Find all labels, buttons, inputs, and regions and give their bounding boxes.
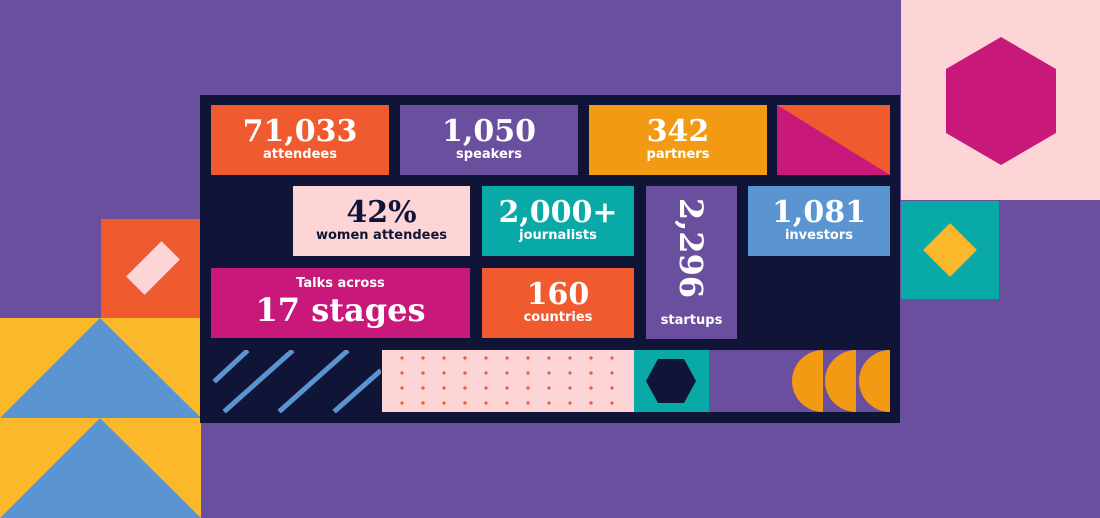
- partners-tile: 342 partners: [589, 105, 767, 175]
- stages-prefix: Talks across: [296, 276, 385, 291]
- teal-square-decoration: [901, 201, 999, 299]
- women-tile: 42% women attendees: [293, 186, 470, 256]
- startups-tile: 2,296 startups: [646, 186, 737, 339]
- dot-grid-decoration: [382, 350, 634, 412]
- diagonal-split-decoration: [777, 105, 890, 175]
- investors-value: 1,081: [772, 195, 866, 230]
- attendees-tile: 71,033 attendees: [211, 105, 389, 175]
- pink-bar-decoration: [126, 241, 180, 295]
- diamond-icon: [923, 223, 977, 277]
- attendees-label: attendees: [263, 147, 337, 162]
- attendees-value: 71,033: [242, 114, 358, 149]
- stages-value: 17 stages: [255, 290, 426, 329]
- hexagon-icon: [646, 359, 696, 403]
- partners-label: partners: [646, 147, 710, 162]
- purple-block-decoration: [709, 350, 789, 412]
- teal-hexagon-tile: [634, 350, 709, 412]
- half-circles-decoration: [789, 350, 890, 412]
- countries-label: countries: [523, 310, 593, 325]
- stats-panel: 71,033 attendees 1,050 speakers 342 part…: [200, 95, 900, 423]
- journalists-value: 2,000+: [498, 195, 618, 230]
- countries-tile: 160 countries: [482, 268, 634, 338]
- partners-value: 342: [646, 114, 710, 149]
- investors-label: investors: [784, 228, 854, 243]
- startups-label: startups: [660, 313, 723, 329]
- speakers-tile: 1,050 speakers: [400, 105, 578, 175]
- diagonal-stripes-decoration: [212, 350, 381, 413]
- hexagon-icon: [946, 37, 1056, 165]
- journalists-tile: 2,000+ journalists: [482, 186, 634, 256]
- women-label: women attendees: [315, 228, 448, 243]
- investors-tile: 1,081 investors: [748, 186, 890, 256]
- countries-value: 160: [526, 277, 590, 312]
- speakers-value: 1,050: [442, 114, 536, 149]
- orange-square-decoration: [101, 219, 201, 319]
- stages-tile: Talks across 17 stages: [211, 268, 470, 338]
- startups-value: 2,296: [672, 197, 711, 299]
- journalists-label: journalists: [519, 228, 597, 243]
- triangle-pattern-decoration: [0, 318, 201, 518]
- women-value: 42%: [346, 195, 417, 230]
- pink-square-decoration: [901, 0, 1100, 200]
- speakers-label: speakers: [456, 147, 522, 162]
